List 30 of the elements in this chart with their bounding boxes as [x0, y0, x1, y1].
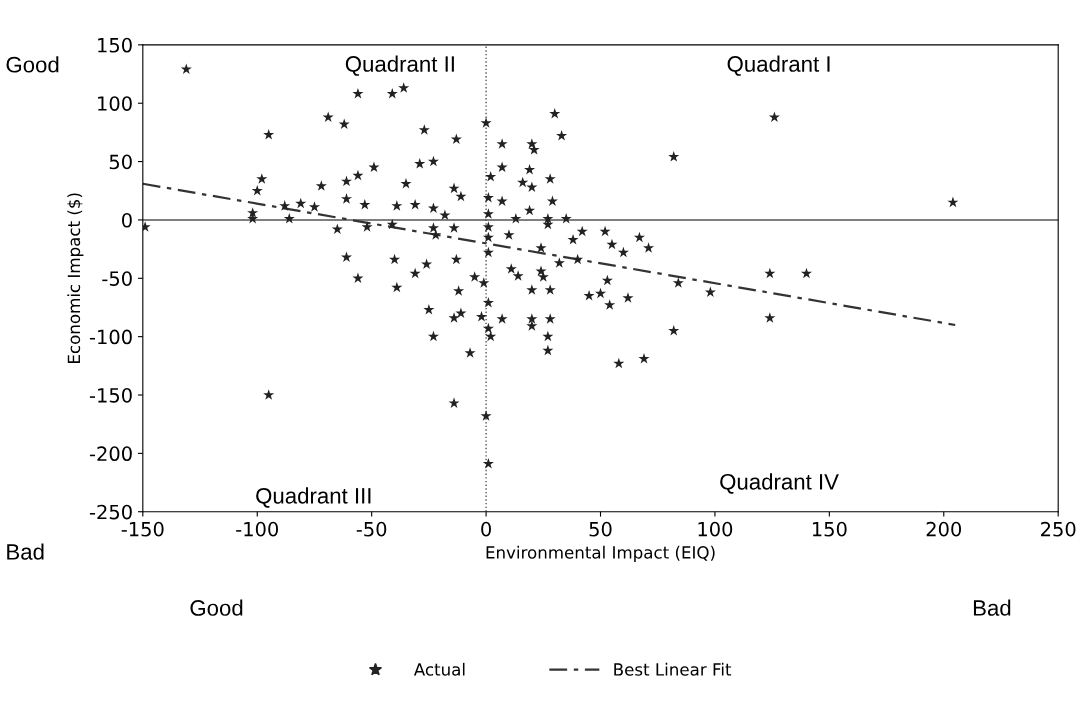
x-tick-label: -50 [356, 521, 387, 537]
y-tick-label: 150 [98, 37, 132, 53]
y-tick-label: -100 [89, 329, 132, 345]
x-tick-label: 0 [481, 521, 491, 537]
x-tick-label: -100 [236, 521, 279, 537]
text: Bad [973, 599, 1011, 616]
annotation: Quadrant II [345, 55, 454, 76]
x-axis-title: Environmental Impact (EIQ) [486, 545, 715, 562]
y-tick-label: -250 [89, 504, 132, 520]
legend-label: Best Linear Fit [614, 662, 732, 676]
x-tick-label: 200 [926, 521, 962, 537]
annotation: Quadrant III [256, 487, 371, 508]
annotation: Quadrant IV [720, 473, 839, 494]
x-tick-label: 50 [589, 521, 612, 537]
x-tick-label: 250 [1041, 521, 1076, 537]
x-tick-label: 150 [812, 521, 847, 537]
text: Good [6, 56, 59, 73]
x-tick-label: -150 [121, 521, 164, 537]
y-tick-label: 0 [122, 212, 132, 228]
text: Bad [7, 543, 44, 560]
y-tick-label: 50 [109, 154, 132, 170]
y-tick-label: 100 [98, 96, 132, 111]
legend-label: Actual [413, 662, 465, 676]
y-tick-label: -200 [89, 446, 132, 462]
y-tick-label: -50 [102, 271, 132, 286]
x-tick-label: 100 [698, 521, 733, 537]
y-axis-title: Economic Impact ($) [67, 193, 84, 363]
y-tick-label: -150 [89, 387, 132, 403]
annotation: Quadrant I [727, 55, 830, 76]
text: Good [190, 599, 243, 616]
